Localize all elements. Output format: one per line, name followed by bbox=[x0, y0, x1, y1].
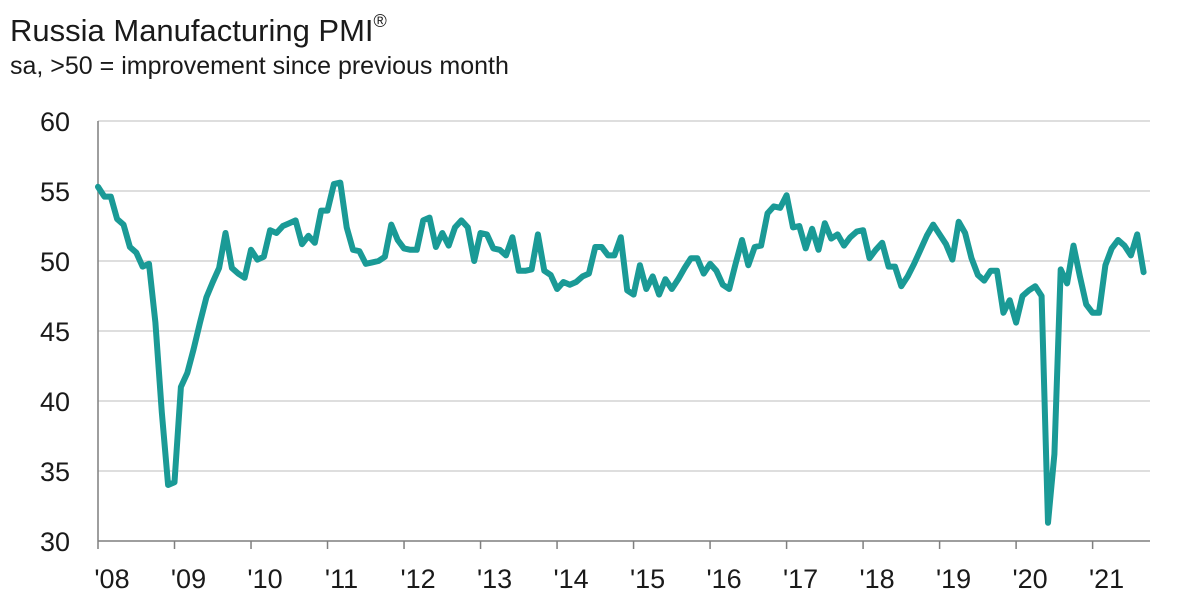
gridlines bbox=[98, 120, 1150, 472]
x-tick-label: '16 bbox=[706, 564, 741, 594]
x-tick-label: '19 bbox=[936, 564, 971, 594]
y-tick-label: 55 bbox=[40, 177, 70, 207]
y-tick-label: 60 bbox=[40, 107, 70, 137]
x-tick-label: '12 bbox=[400, 564, 435, 594]
x-tick-label: '09 bbox=[171, 564, 206, 594]
x-tick-label: '17 bbox=[783, 564, 818, 594]
chart-title-text: Russia Manufacturing PMI bbox=[10, 13, 374, 48]
y-tick-label: 30 bbox=[40, 527, 70, 557]
x-tick-label: '18 bbox=[859, 564, 894, 594]
x-tick-label: '08 bbox=[94, 564, 129, 594]
registered-mark: ® bbox=[373, 11, 387, 31]
y-tick-label: 40 bbox=[40, 387, 70, 417]
y-axis: 30 35 40 45 50 55 60 bbox=[40, 107, 99, 557]
y-tick-label: 50 bbox=[40, 247, 70, 277]
chart-title: Russia Manufacturing PMI® bbox=[10, 2, 387, 50]
series-layer bbox=[95, 179, 1147, 526]
chart-subtitle: sa, >50 = improvement since previous mon… bbox=[10, 52, 509, 80]
series-line-0 bbox=[95, 179, 1147, 526]
x-tick-label: '15 bbox=[630, 564, 665, 594]
x-tick-label: '14 bbox=[553, 564, 588, 594]
y-tick-label: 45 bbox=[40, 317, 70, 347]
x-tick-label: '10 bbox=[247, 564, 282, 594]
x-tick-label: '21 bbox=[1089, 564, 1124, 594]
x-axis: '08 '09 '10 '11 '12 '13 '14 '15 '16 '17 '18 '19 '20 '… bbox=[94, 540, 1150, 594]
y-tick-label: 35 bbox=[40, 457, 70, 487]
x-tick-label: '13 bbox=[477, 564, 512, 594]
x-tick-label: '11 bbox=[325, 564, 358, 594]
x-tick-label: '20 bbox=[1013, 564, 1048, 594]
